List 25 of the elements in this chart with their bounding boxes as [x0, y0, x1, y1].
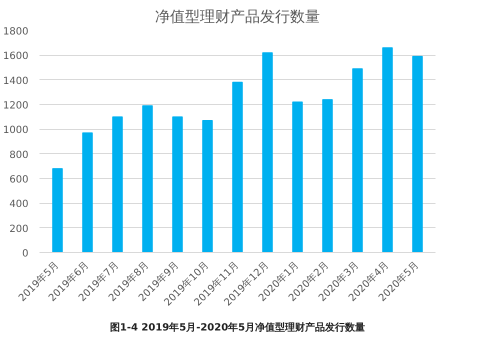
bar — [112, 116, 123, 252]
y-tick-label: 1400 — [3, 76, 29, 87]
y-tick-label: 1600 — [3, 51, 29, 62]
bar — [142, 105, 153, 252]
bar — [382, 47, 393, 252]
bar — [232, 82, 243, 252]
bar — [82, 132, 93, 252]
y-tick-label: 1800 — [3, 26, 29, 38]
y-tick-label: 600 — [9, 174, 29, 186]
bar — [292, 102, 303, 252]
y-tick-label: 1000 — [3, 125, 29, 136]
y-tick-label: 400 — [9, 199, 29, 210]
y-tick-label: 200 — [9, 224, 29, 235]
y-tick-label: 800 — [9, 150, 29, 161]
bar — [172, 116, 183, 252]
chart-title: 净值型理财产品发行数量 — [155, 8, 320, 26]
bar — [352, 68, 363, 252]
caption: 图1-4 2019年5月-2020年5月净值型理财产品发行数量 — [110, 322, 366, 334]
bar — [322, 99, 333, 252]
bar — [202, 120, 213, 252]
bar — [412, 56, 423, 252]
y-tick-label: 0 — [22, 248, 29, 260]
bar — [262, 52, 273, 252]
y-tick-label: 1200 — [3, 100, 29, 112]
bar — [52, 168, 63, 252]
